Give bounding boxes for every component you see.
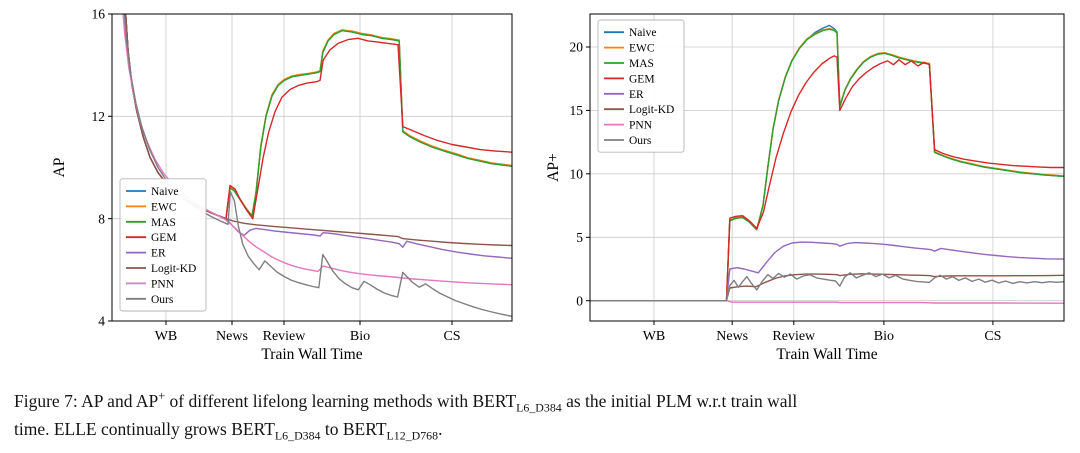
axes-frame: 0 5 10 15 20 WB News Review Bio CS Train Wall Time… — [545, 13, 1065, 363]
y-tick-label: 4 — [98, 314, 105, 329]
legend-label: EWC — [151, 201, 177, 213]
series-line-pnn — [122, 14, 512, 286]
caption-text: to BERT — [320, 419, 387, 440]
legend-label: GEM — [151, 232, 177, 244]
legend-label: MAS — [629, 58, 654, 70]
x-tick-label: Bio — [350, 329, 370, 344]
x-tick-label: WB — [155, 329, 178, 344]
legend-label: Naive — [151, 186, 178, 198]
caption-line-2: time. ELLE continually grows BERTL6_D384… — [14, 416, 1066, 445]
x-tick-label: CS — [443, 329, 460, 344]
legend-label: EWC — [629, 43, 655, 55]
caption-text: . — [438, 419, 443, 440]
y-tick-label: 10 — [570, 167, 584, 182]
legend-label: GEM — [629, 73, 655, 85]
legend-label: Ours — [629, 135, 652, 147]
caption-text: Figure 7: AP and AP — [14, 390, 159, 411]
bert-subscript: L6_D384 — [516, 400, 562, 415]
series-line-er — [590, 241, 1064, 302]
bert-subscript: L12_D768 — [386, 428, 439, 443]
y-tick-label: 12 — [92, 109, 106, 124]
x-axis-label: Train Wall Time — [261, 346, 362, 363]
legend-label: Logit-KD — [151, 263, 196, 275]
x-tick-label: Review — [263, 329, 307, 344]
caption-text: as the initial PLM w.r.t train wall — [561, 390, 798, 411]
series-lines — [590, 24, 1064, 304]
ap-chart: 4 8 12 16 WB News Review Bio CS Train Wall Time AP… — [0, 0, 540, 375]
x-tick-label: WB — [643, 329, 666, 344]
legend-label: ER — [629, 89, 644, 101]
figure-caption: Figure 7: AP and AP+ of different lifelo… — [14, 387, 1066, 445]
caption-line-1: Figure 7: AP and AP+ of different lifelo… — [14, 387, 1066, 416]
ap-plus-chart: 0 5 10 15 20 WB News Review Bio CS Train Wall Time… — [540, 0, 1080, 375]
y-axis-label: AP — [51, 158, 68, 178]
legend-entry-ewc: EWC — [126, 201, 177, 213]
caption-text: of different lifelong learning methods w… — [165, 390, 517, 411]
legend-label: Naive — [629, 27, 656, 39]
legend-entry-gem: GEM — [126, 232, 177, 244]
legend-entry-pnn: PNN — [126, 278, 175, 290]
legend-label: Ours — [151, 294, 174, 306]
legend-entry-ours: Ours — [126, 294, 174, 306]
legend-entry-ewc: EWC — [604, 43, 655, 55]
y-tick-label: 0 — [576, 293, 583, 308]
y-tick-label: 20 — [570, 40, 584, 55]
legend-entry-pnn: PNN — [604, 120, 653, 132]
x-tick-label: News — [216, 329, 248, 344]
y-tick-label: 15 — [570, 103, 584, 118]
ap-chart-svg: 4 8 12 16 WB News Review Bio CS Train Wall Time AP… — [51, 7, 513, 363]
caption-text: time. ELLE continually grows BERT — [14, 419, 275, 440]
x-tick-label: Bio — [874, 329, 894, 344]
legend: Naive EWC MAS GEM ER Logit-KD PNN Ours — [597, 19, 685, 153]
x-tick-label: CS — [984, 329, 1001, 344]
series-line-logit-kd — [124, 14, 512, 247]
axes-frame: 4 8 12 16 WB News Review Bio CS Train Wall Time AP — [51, 7, 513, 363]
y-tick-label: 16 — [92, 7, 106, 22]
ap-plus-chart-svg: 0 5 10 15 20 WB News Review Bio CS Train Wall Time… — [545, 13, 1065, 363]
bert-subscript: L6_D384 — [274, 428, 321, 443]
legend-entry-er: ER — [604, 89, 644, 101]
legend-entry-ours: Ours — [604, 135, 652, 147]
legend-label: PNN — [629, 120, 653, 132]
x-tick-label: News — [716, 329, 748, 344]
legend-label: Logit-KD — [629, 104, 674, 116]
series-line-mas — [590, 28, 1064, 302]
legend-entry-er: ER — [126, 248, 166, 260]
series-line-gem — [590, 55, 1064, 302]
legend-label: ER — [151, 248, 166, 260]
legend-entry-gem: GEM — [604, 73, 655, 85]
legend-entry-mas: MAS — [126, 217, 176, 229]
legend-entry-logit-kd: Logit-KD — [604, 104, 674, 116]
y-axis-label: AP+ — [545, 153, 562, 182]
legend-label: MAS — [151, 217, 176, 229]
legend-label: PNN — [151, 278, 175, 290]
y-tick-label: 5 — [576, 230, 583, 245]
legend-entry-logit-kd: Logit-KD — [126, 263, 196, 275]
legend: Naive EWC MAS GEM ER Logit-KD PNN Ours — [119, 178, 207, 312]
y-tick-label: 8 — [98, 211, 105, 226]
charts-row: 4 8 12 16 WB News Review Bio CS Train Wall Time AP… — [0, 0, 1080, 375]
gridlines — [590, 14, 1064, 321]
legend-entry-naive: Naive — [604, 27, 656, 39]
ap-plus-superscript: + — [158, 389, 166, 403]
legend-entry-naive: Naive — [126, 186, 178, 198]
x-axis-label: Train Wall Time — [776, 346, 877, 363]
series-line-ours — [590, 272, 1064, 302]
legend-entry-mas: MAS — [604, 58, 654, 70]
series-line-pnn — [590, 300, 1064, 304]
x-tick-label: Review — [772, 329, 816, 344]
